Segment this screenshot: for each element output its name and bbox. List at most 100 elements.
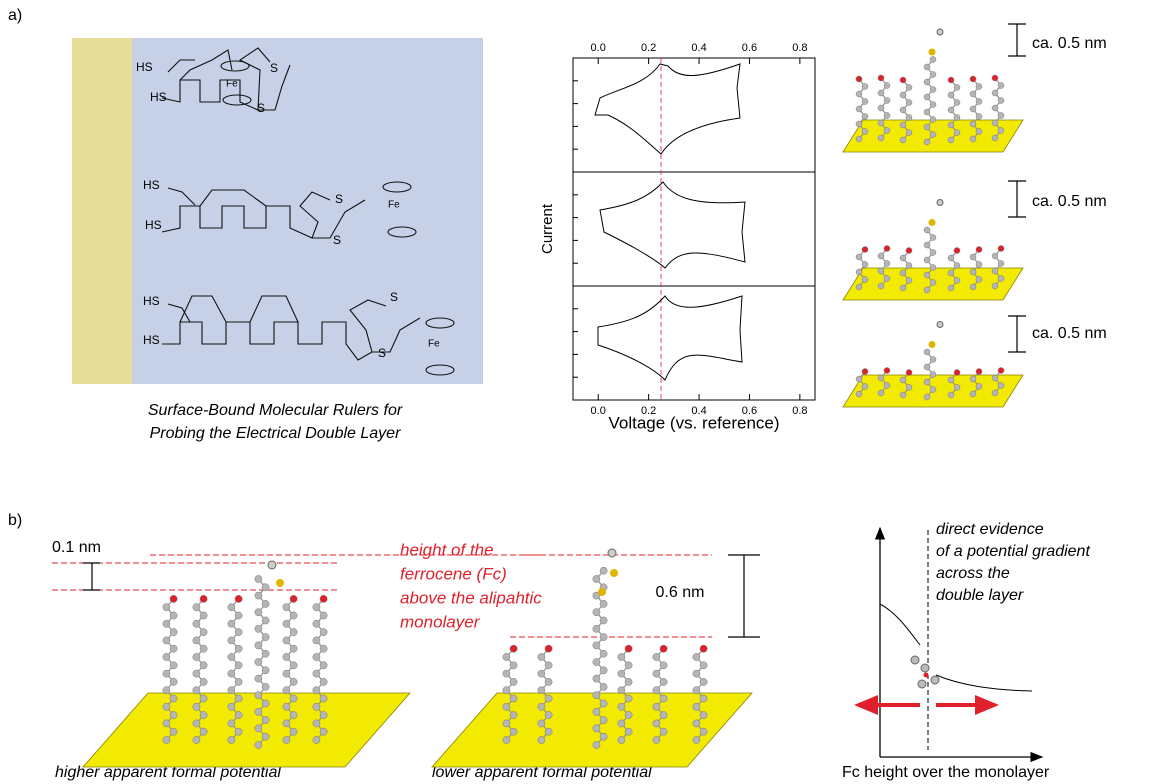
atom — [618, 736, 625, 743]
atom — [900, 285, 906, 291]
atom-label: HS — [143, 294, 160, 308]
atom — [900, 137, 906, 143]
atom — [510, 728, 517, 735]
atom — [600, 717, 607, 724]
sulfur — [929, 341, 936, 348]
atom — [970, 76, 976, 82]
atom — [948, 255, 954, 261]
atom — [618, 687, 625, 694]
atom — [283, 687, 290, 694]
atom — [313, 720, 320, 727]
atom — [700, 662, 707, 669]
atom — [884, 83, 890, 89]
atom — [660, 695, 667, 702]
atom — [255, 741, 262, 748]
atom — [948, 77, 954, 83]
atom — [924, 242, 930, 248]
atom — [170, 629, 177, 636]
atom — [545, 728, 552, 735]
atom — [900, 122, 906, 128]
atom — [970, 284, 976, 290]
trend-curve — [880, 604, 1032, 691]
x-tick-label: 0.8 — [792, 405, 807, 417]
atom — [856, 91, 862, 97]
atom — [856, 284, 862, 290]
atom — [970, 106, 976, 112]
atom — [653, 687, 660, 694]
atom — [992, 268, 998, 274]
atom — [906, 115, 912, 121]
atom — [653, 720, 660, 727]
atom — [884, 128, 890, 134]
atom — [593, 741, 600, 748]
atom — [228, 637, 235, 644]
atom — [618, 720, 625, 727]
atom — [503, 703, 510, 710]
atom-label: HS — [150, 90, 167, 104]
atom — [320, 712, 327, 719]
atom — [262, 600, 269, 607]
atom — [954, 100, 960, 106]
atom — [283, 736, 290, 743]
y-axis-label: Current — [539, 203, 556, 254]
caption: Surface-Bound Molecular Rulers for — [148, 402, 403, 419]
atom — [320, 629, 327, 636]
atom — [235, 678, 242, 685]
atom — [992, 390, 998, 396]
atom — [954, 85, 960, 91]
atom — [900, 255, 906, 261]
atom — [290, 629, 297, 636]
atom — [862, 84, 868, 90]
fc-atom — [911, 656, 919, 664]
atom — [193, 653, 200, 660]
electrolyte — [132, 38, 483, 384]
atom — [193, 703, 200, 710]
atom — [600, 634, 607, 641]
atom — [693, 653, 700, 660]
sulfur — [598, 588, 606, 596]
atom — [170, 695, 177, 702]
atom — [593, 575, 600, 582]
atom — [924, 227, 930, 233]
atom — [320, 678, 327, 685]
atom — [283, 604, 290, 611]
atom — [228, 736, 235, 743]
atom — [948, 92, 954, 98]
atom — [283, 720, 290, 727]
atom — [970, 254, 976, 260]
atom — [976, 129, 982, 135]
atom — [948, 392, 954, 398]
atom — [283, 653, 290, 660]
atom — [290, 678, 297, 685]
atom — [900, 392, 906, 398]
atom — [290, 612, 297, 619]
atom — [200, 629, 207, 636]
atom — [930, 265, 936, 271]
atom — [884, 246, 890, 252]
atom — [906, 248, 912, 254]
cv-plot: Current Voltage (vs. reference) — [539, 58, 815, 432]
atom — [700, 678, 707, 685]
atom-label: HS — [143, 178, 160, 192]
atom-label: HS — [145, 218, 162, 232]
atom — [948, 107, 954, 113]
atom — [878, 268, 884, 274]
gold-surface — [83, 693, 410, 767]
atom — [510, 662, 517, 669]
atom — [976, 114, 982, 120]
atom — [930, 117, 936, 123]
atom — [930, 235, 936, 241]
atom — [930, 250, 936, 256]
atom — [235, 612, 242, 619]
atom — [163, 637, 170, 644]
x-tick-label: 0.6 — [742, 42, 757, 54]
atom — [170, 645, 177, 652]
atom — [976, 247, 982, 253]
atom — [930, 72, 936, 78]
atom — [660, 712, 667, 719]
atom — [878, 75, 884, 81]
atom — [948, 377, 954, 383]
scale-bars — [1008, 24, 1026, 352]
atom — [856, 136, 862, 142]
atom — [170, 678, 177, 685]
